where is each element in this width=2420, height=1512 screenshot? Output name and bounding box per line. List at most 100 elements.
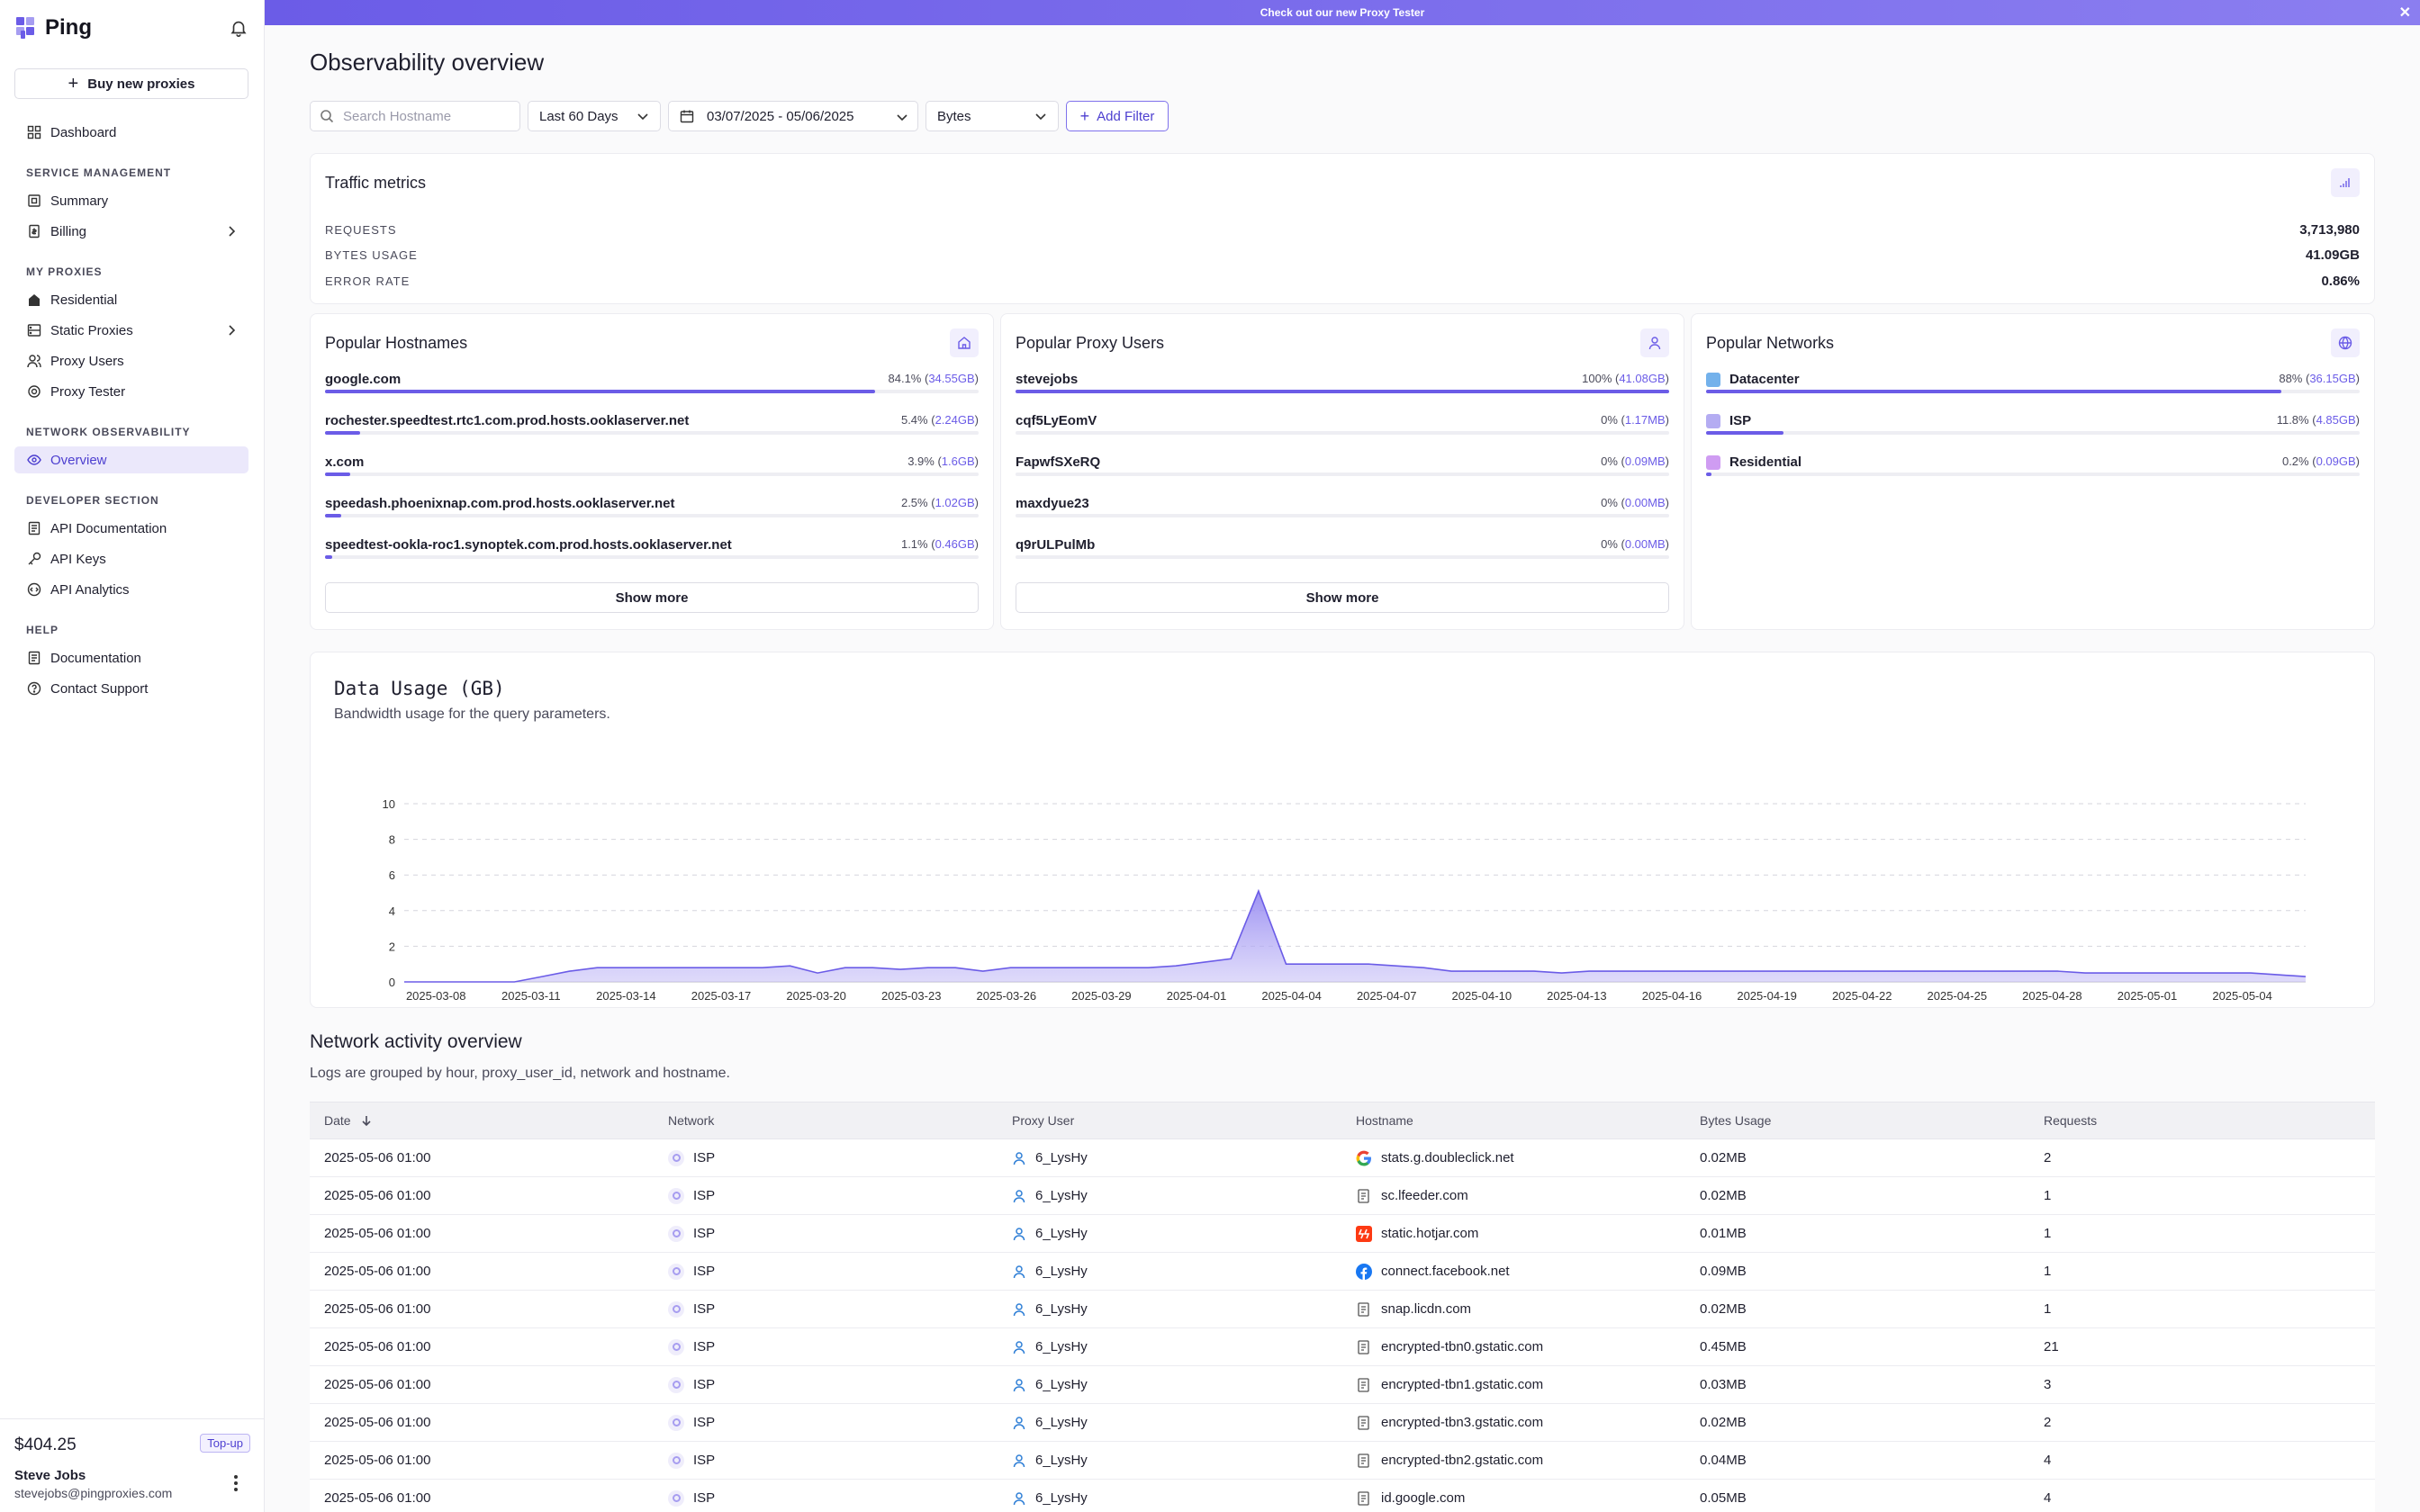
chevron-right-icon: [229, 325, 236, 336]
sidebar-item-dashboard[interactable]: Dashboard: [14, 119, 248, 146]
list-item[interactable]: stevejobs 100% (41.08GB): [1016, 372, 1669, 413]
unit-select[interactable]: Bytes: [926, 101, 1059, 131]
y-tick-label: 6: [389, 868, 395, 882]
progress-bar: [325, 472, 979, 476]
network-datacenter-icon: [1706, 372, 1720, 387]
list-item[interactable]: maxdyue23 0% (0.00MB): [1016, 496, 1669, 537]
list-item[interactable]: Datacenter 88% (36.15GB): [1706, 372, 2360, 413]
announcement-banner[interactable]: Check out our new Proxy Tester ✕: [265, 0, 2420, 25]
home-icon[interactable]: [950, 328, 979, 357]
traffic-metrics-card: Traffic metrics REQUESTS 3,713,980 BYTES…: [310, 153, 2375, 304]
metric-label: REQUESTS: [325, 222, 397, 237]
user-icon[interactable]: [1640, 328, 1669, 357]
main-content: Observability overview Search Hostname L…: [265, 25, 2420, 1512]
search-hostname-input[interactable]: Search Hostname: [310, 101, 520, 131]
progress-bar: [325, 431, 979, 435]
logo[interactable]: Ping: [16, 15, 92, 40]
network-label: ISP: [693, 1150, 716, 1166]
show-more-users-button[interactable]: Show more: [1016, 582, 1669, 613]
more-vertical-icon[interactable]: [234, 1475, 238, 1494]
percent-value: 0%: [1601, 537, 1618, 551]
isp-icon: [668, 1376, 684, 1393]
column-header-proxy-user[interactable]: Proxy User: [1012, 1113, 1075, 1128]
sidebar-item-static-proxies[interactable]: Static Proxies: [14, 317, 248, 344]
percent-value: 11.8%: [2276, 413, 2309, 427]
sidebar-item-api-keys[interactable]: API Keys: [14, 545, 248, 572]
list-item[interactable]: cqf5LyEomV 0% (1.17MB): [1016, 413, 1669, 454]
list-item[interactable]: Residential 0.2% (0.09GB): [1706, 454, 2360, 496]
column-header-date[interactable]: Date: [310, 1113, 654, 1128]
list-item-name: Datacenter: [1706, 372, 1800, 387]
sidebar-item-overview[interactable]: Overview: [14, 446, 248, 473]
sidebar-item-label: API Analytics: [50, 581, 130, 598]
sidebar-item-api-analytics[interactable]: API Analytics: [14, 576, 248, 603]
progress-bar: [325, 555, 979, 559]
cell-bytes: 0.45MB: [1700, 1339, 1747, 1354]
banner-text: Check out our new Proxy Tester: [1260, 6, 1425, 19]
sidebar-item-proxy-tester[interactable]: Proxy Tester: [14, 378, 248, 405]
list-item[interactable]: FapwfSXeRQ 0% (0.09MB): [1016, 454, 1669, 496]
list-item[interactable]: google.com 84.1% (34.55GB): [325, 372, 979, 413]
x-tick-label: 2025-03-14: [596, 989, 656, 1003]
column-header-hostname[interactable]: Hostname: [1356, 1113, 1413, 1128]
isp-icon: [668, 1300, 684, 1318]
sidebar-item-documentation[interactable]: Documentation: [14, 644, 248, 671]
list-item-value: 0.2% (0.09GB): [2281, 454, 2360, 468]
table-row[interactable]: 2025-05-06 01:00 ISP 6_LysHy sc.lfeeder.…: [310, 1177, 2375, 1215]
metric-row: BYTES USAGE 41.09GB: [325, 246, 2360, 264]
hotjar-icon: [1356, 1225, 1372, 1242]
bell-icon[interactable]: [229, 18, 248, 38]
sidebar-item-proxy-users[interactable]: Proxy Users: [14, 347, 248, 374]
sidebar-item-residential[interactable]: Residential: [14, 286, 248, 313]
table-row[interactable]: 2025-05-06 01:00 ISP 6_LysHy connect.fac…: [310, 1253, 2375, 1291]
show-more-hostnames-button[interactable]: Show more: [325, 582, 979, 613]
sidebar-item-contact-support[interactable]: Contact Support: [14, 675, 248, 702]
cell-requests: 2: [2044, 1415, 2052, 1430]
buy-new-proxies-button[interactable]: + Buy new proxies: [14, 68, 248, 99]
card-title: Popular Networks: [1706, 334, 1835, 352]
list-item[interactable]: x.com 3.9% (1.6GB): [325, 454, 979, 496]
cell-requests: 4: [2044, 1453, 2052, 1468]
add-filter-label: Add Filter: [1097, 108, 1155, 124]
table-row[interactable]: 2025-05-06 01:00 ISP 6_LysHy snap.licdn.…: [310, 1291, 2375, 1328]
progress-bar: [1706, 472, 2360, 476]
globe-icon[interactable]: [2331, 328, 2360, 357]
time-range-select[interactable]: Last 60 Days: [528, 101, 661, 131]
add-filter-button[interactable]: + Add Filter: [1066, 101, 1169, 131]
table-row[interactable]: 2025-05-06 01:00 ISP 6_LysHy encrypted-t…: [310, 1366, 2375, 1404]
sidebar-item-label: Billing: [50, 223, 87, 239]
close-icon[interactable]: ✕: [2398, 5, 2411, 21]
list-item[interactable]: q9rULPulMb 0% (0.00MB): [1016, 537, 1669, 579]
progress-bar: [1016, 431, 1669, 435]
list-item[interactable]: ISP 11.8% (4.85GB): [1706, 413, 2360, 454]
table-row[interactable]: 2025-05-06 01:00 ISP 6_LysHy id.google.c…: [310, 1480, 2375, 1512]
list-item-label: x.com: [325, 454, 365, 470]
facebook-icon: [1356, 1263, 1372, 1280]
network-label: ISP: [693, 1453, 716, 1468]
y-tick-label: 0: [389, 976, 395, 989]
list-item[interactable]: speedash.phoenixnap.com.prod.hosts.ookla…: [325, 496, 979, 537]
table-row[interactable]: 2025-05-06 01:00 ISP 6_LysHy encrypted-t…: [310, 1404, 2375, 1442]
sidebar-item-summary[interactable]: Summary: [14, 187, 248, 214]
help-circle-icon: [27, 681, 41, 696]
bar-chart-icon[interactable]: [2331, 168, 2360, 197]
date-range-picker[interactable]: 03/07/2025 - 05/06/2025: [668, 101, 918, 131]
cell-network: ISP: [654, 1187, 998, 1204]
sidebar-item-billing[interactable]: Billing: [14, 218, 248, 245]
table-row[interactable]: 2025-05-06 01:00 ISP 6_LysHy static.hotj…: [310, 1215, 2375, 1253]
nav-section-title: HELP: [26, 624, 59, 636]
progress-bar: [325, 390, 979, 393]
list-item[interactable]: speedtest-ookla-roc1.synoptek.com.prod.h…: [325, 537, 979, 579]
cell-date: 2025-05-06 01:00: [324, 1301, 431, 1317]
user-email: stevejobs@pingproxies.com: [14, 1486, 173, 1500]
table-row[interactable]: 2025-05-06 01:00 ISP 6_LysHy encrypted-t…: [310, 1328, 2375, 1366]
sidebar-item-api-documentation[interactable]: API Documentation: [14, 515, 248, 542]
table-row[interactable]: 2025-05-06 01:00 ISP 6_LysHy stats.g.dou…: [310, 1139, 2375, 1177]
table-row[interactable]: 2025-05-06 01:00 ISP 6_LysHy encrypted-t…: [310, 1442, 2375, 1480]
list-item[interactable]: rochester.speedtest.rtc1.com.prod.hosts.…: [325, 413, 979, 454]
top-up-button[interactable]: Top-up: [200, 1434, 250, 1453]
column-header-network[interactable]: Network: [668, 1113, 715, 1128]
column-header-requests[interactable]: Requests: [2044, 1113, 2098, 1128]
cell-proxy-user: 6_LysHy: [998, 1301, 1341, 1317]
column-header-bytes[interactable]: Bytes Usage: [1700, 1113, 1772, 1128]
